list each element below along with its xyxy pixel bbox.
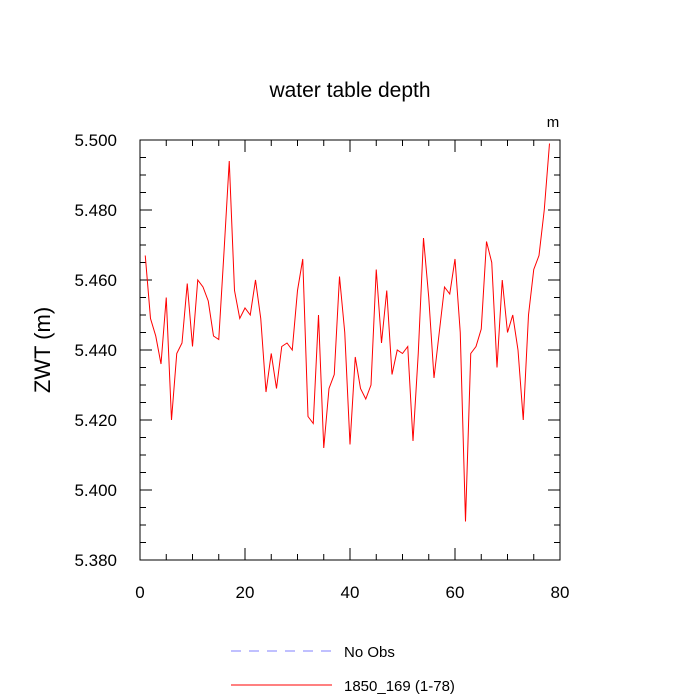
y-tick-label: 5.380 [74,551,117,570]
chart-title: water table depth [268,79,430,102]
x-tick-label: 80 [551,583,570,602]
y-tick-label: 5.400 [74,481,117,500]
x-tick-label: 0 [135,583,144,602]
axis-ticks [140,140,560,560]
y-axis-label: ZWT (m) [30,307,55,393]
legend-label: 1850_169 (1-78) [344,678,455,695]
legend: No Obs 1850_169 (1-78) [231,644,455,695]
chart-units-label: m [547,114,560,131]
x-tick-label: 40 [341,583,360,602]
axis-tick-labels: 0 20 40 60 80 5.380 5.400 5.420 5.440 5.460 5.480 5… [74,131,569,602]
y-tick-label: 5.420 [74,411,117,430]
series-line [144,143,550,522]
x-tick-label: 60 [446,583,465,602]
y-tick-label: 5.440 [74,341,117,360]
series-layer [144,143,550,522]
x-tick-label: 20 [236,583,255,602]
plot-frame [139,139,561,561]
y-tick-label: 5.500 [74,131,117,150]
legend-label: No Obs [344,644,395,661]
y-tick-label: 5.460 [74,271,117,290]
y-tick-label: 5.480 [74,201,117,220]
